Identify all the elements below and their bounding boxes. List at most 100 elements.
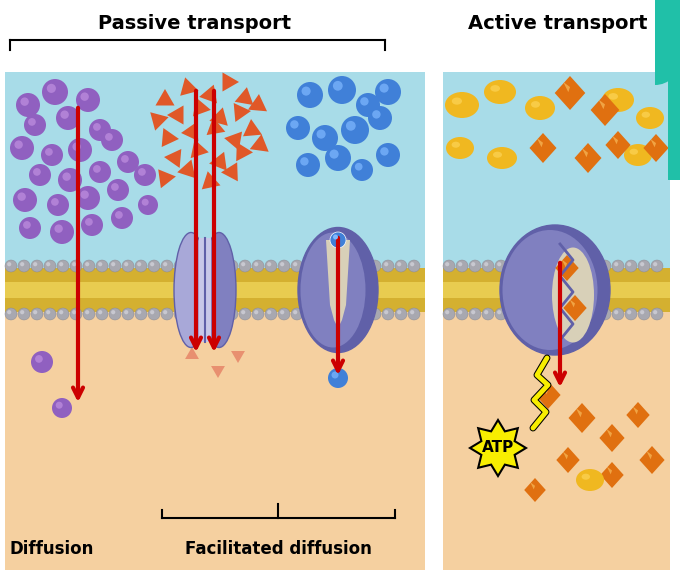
- Circle shape: [80, 190, 89, 199]
- Polygon shape: [543, 386, 548, 394]
- Ellipse shape: [202, 233, 236, 347]
- Circle shape: [124, 310, 129, 314]
- Circle shape: [372, 110, 381, 118]
- Circle shape: [59, 310, 63, 314]
- Circle shape: [627, 262, 631, 266]
- Circle shape: [341, 116, 369, 144]
- Circle shape: [368, 106, 392, 130]
- Circle shape: [560, 308, 572, 320]
- Circle shape: [33, 168, 41, 176]
- Circle shape: [278, 260, 290, 272]
- Circle shape: [547, 260, 559, 272]
- Circle shape: [333, 234, 338, 240]
- Circle shape: [58, 168, 82, 192]
- Circle shape: [265, 308, 277, 320]
- Polygon shape: [326, 240, 350, 328]
- Circle shape: [96, 308, 108, 320]
- Polygon shape: [162, 128, 179, 147]
- Circle shape: [458, 310, 462, 314]
- Circle shape: [549, 262, 554, 266]
- Polygon shape: [591, 94, 619, 126]
- Circle shape: [267, 262, 271, 266]
- Circle shape: [371, 310, 375, 314]
- Circle shape: [484, 262, 488, 266]
- Circle shape: [291, 260, 303, 272]
- Circle shape: [573, 260, 585, 272]
- Bar: [425, 72, 443, 570]
- Circle shape: [141, 199, 149, 206]
- Circle shape: [397, 310, 401, 314]
- Circle shape: [397, 262, 401, 266]
- Circle shape: [200, 308, 212, 320]
- Text: ATP: ATP: [482, 440, 514, 455]
- Circle shape: [76, 186, 100, 210]
- Circle shape: [28, 118, 36, 126]
- Wedge shape: [655, 60, 680, 85]
- Polygon shape: [209, 152, 226, 171]
- Circle shape: [56, 402, 63, 409]
- Circle shape: [111, 310, 116, 314]
- Circle shape: [471, 310, 475, 314]
- Circle shape: [497, 310, 501, 314]
- Circle shape: [286, 116, 310, 140]
- Polygon shape: [164, 149, 182, 168]
- Circle shape: [330, 308, 342, 320]
- Circle shape: [122, 260, 134, 272]
- Ellipse shape: [624, 144, 652, 166]
- Circle shape: [46, 310, 50, 314]
- Circle shape: [280, 310, 284, 314]
- Circle shape: [638, 260, 650, 272]
- Circle shape: [296, 153, 320, 177]
- Polygon shape: [530, 133, 556, 163]
- Ellipse shape: [609, 93, 618, 100]
- Polygon shape: [236, 142, 253, 161]
- Circle shape: [640, 262, 645, 266]
- Circle shape: [228, 262, 233, 266]
- Wedge shape: [668, 168, 680, 180]
- Circle shape: [31, 260, 43, 272]
- Polygon shape: [234, 103, 251, 122]
- Circle shape: [35, 355, 43, 362]
- Circle shape: [135, 260, 147, 272]
- Circle shape: [19, 217, 41, 239]
- Polygon shape: [207, 117, 225, 135]
- Circle shape: [200, 260, 212, 272]
- Circle shape: [497, 262, 501, 266]
- Circle shape: [174, 308, 186, 320]
- Circle shape: [278, 308, 290, 320]
- Circle shape: [345, 310, 350, 314]
- Bar: [5, 290, 425, 570]
- Circle shape: [137, 262, 141, 266]
- Circle shape: [291, 308, 303, 320]
- Polygon shape: [530, 482, 535, 490]
- Polygon shape: [535, 381, 560, 409]
- Circle shape: [376, 143, 400, 167]
- Circle shape: [134, 164, 156, 186]
- Ellipse shape: [500, 225, 610, 355]
- Ellipse shape: [576, 469, 604, 491]
- Bar: [5, 72, 425, 290]
- Polygon shape: [626, 402, 649, 428]
- Circle shape: [482, 260, 494, 272]
- Circle shape: [161, 260, 173, 272]
- Ellipse shape: [445, 92, 479, 118]
- Circle shape: [189, 262, 193, 266]
- Circle shape: [586, 260, 598, 272]
- Polygon shape: [193, 97, 211, 117]
- Circle shape: [484, 310, 488, 314]
- Circle shape: [612, 260, 624, 272]
- Ellipse shape: [493, 152, 502, 158]
- Circle shape: [85, 262, 89, 266]
- Circle shape: [360, 97, 369, 106]
- Circle shape: [508, 260, 520, 272]
- Circle shape: [148, 308, 160, 320]
- Polygon shape: [613, 136, 618, 144]
- Circle shape: [379, 84, 389, 93]
- Circle shape: [395, 308, 407, 320]
- Bar: [655, 0, 680, 60]
- Circle shape: [85, 218, 92, 226]
- Polygon shape: [209, 107, 228, 126]
- Circle shape: [93, 165, 101, 173]
- Circle shape: [72, 262, 76, 266]
- Circle shape: [332, 372, 339, 379]
